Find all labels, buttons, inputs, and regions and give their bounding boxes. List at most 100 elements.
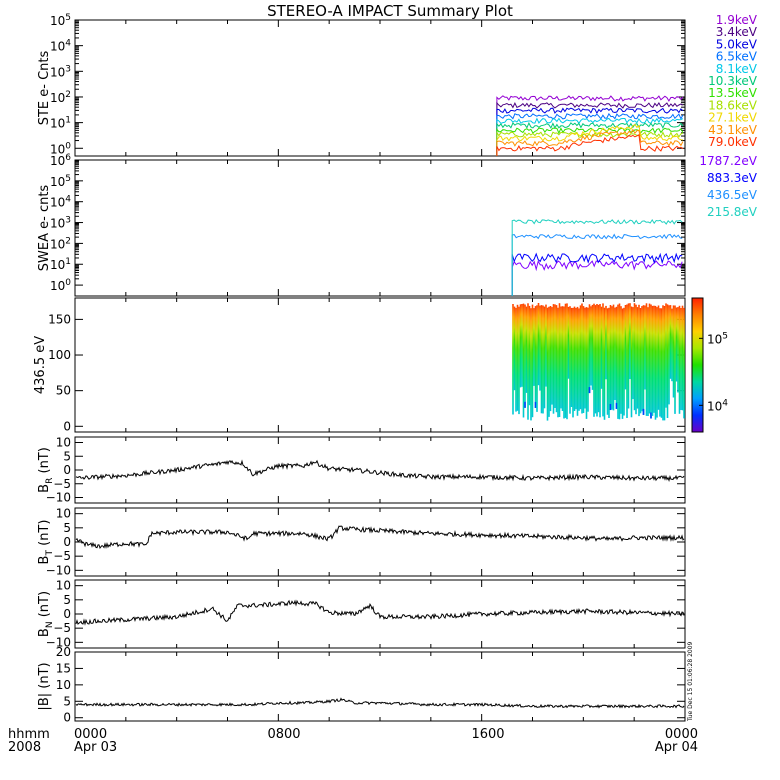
y-tick-label: 5 <box>63 694 71 708</box>
heatmap-column <box>627 303 630 409</box>
heatmap-column <box>573 306 576 411</box>
series-line <box>496 121 684 156</box>
heatmap-column <box>518 306 520 415</box>
legend-entry: 8.1keV <box>716 62 758 76</box>
heatmap-column <box>644 305 646 390</box>
heatmap-column <box>546 307 549 421</box>
heatmap-column <box>537 303 540 386</box>
heatmap-column <box>674 305 676 414</box>
y-tick-label: 105 <box>50 174 71 189</box>
heatmap-column <box>596 304 598 417</box>
legend-entry: 436.5eV <box>707 188 758 202</box>
legend-entry: 1.9keV <box>716 13 758 27</box>
y-tick-label: 100 <box>48 348 71 362</box>
heatmap-column <box>548 306 550 417</box>
heatmap-column <box>620 306 622 414</box>
heatmap-column <box>528 305 531 406</box>
heatmap-column <box>581 303 583 414</box>
y-tick-label: 10 <box>56 507 71 521</box>
series-line <box>511 218 683 296</box>
heatmap-column <box>668 305 670 405</box>
heatmap-column <box>680 308 682 410</box>
y-tick-label: 103 <box>50 64 71 79</box>
legend-entry: 1787.2eV <box>699 154 757 168</box>
heatmap-column <box>660 308 663 418</box>
y-tick-label: 5 <box>63 521 71 535</box>
heatmap-column <box>576 306 579 416</box>
panel-ste: STE e- Cnts <box>37 19 686 157</box>
y-tick-label: 0 <box>63 419 71 433</box>
series-line <box>75 599 685 626</box>
series-line <box>496 127 684 156</box>
panel-bmag: |B| (nT) 20 15 10 5 0 <box>37 645 686 725</box>
heatmap-cell <box>609 404 612 410</box>
heatmap-column <box>575 307 577 410</box>
heatmap-column <box>545 304 547 387</box>
series-line <box>496 101 684 156</box>
heatmap-column <box>542 305 544 414</box>
legend-entry: 13.5keV <box>708 86 758 100</box>
heatmap-column <box>593 303 595 417</box>
heatmap-column <box>617 304 619 419</box>
heatmap-column <box>549 306 552 412</box>
y-tick-label: 104 <box>50 39 71 54</box>
y-axis-label: SWEA e- cnts <box>37 185 52 272</box>
y-tick-label: −5 <box>53 477 71 491</box>
y-tick-label: 104 <box>50 195 71 210</box>
heatmap-column <box>572 307 574 418</box>
heatmap-column <box>665 303 667 408</box>
heatmap-column <box>603 307 606 420</box>
heatmap-column <box>521 304 523 387</box>
heatmap-column <box>648 303 651 414</box>
heatmap-column <box>584 307 586 409</box>
heatmap-column <box>656 307 658 418</box>
heatmap-column <box>630 306 633 418</box>
heatmap-column <box>639 308 642 414</box>
y-tick-label: 20 <box>56 645 71 659</box>
heatmap-cell <box>650 412 652 419</box>
heatmap-column <box>525 306 528 393</box>
series-line <box>75 697 685 709</box>
legend-entry: 215.8eV <box>707 205 758 219</box>
series-line <box>496 130 684 156</box>
panel-pad: 436.5 eV 0 50 100 150 104 105 <box>33 297 728 433</box>
heatmap-column <box>588 304 591 394</box>
heatmap-column <box>615 306 618 409</box>
heatmap-column <box>632 307 634 400</box>
legend-entry: 3.4keV <box>716 25 758 39</box>
heatmap-column <box>512 304 514 415</box>
heatmap-column <box>539 305 541 391</box>
heatmap-column <box>635 304 637 415</box>
heatmap-column <box>653 305 655 413</box>
heatmap-column <box>633 303 636 411</box>
heatmap-column <box>666 304 669 418</box>
y-tick-label: 10 <box>56 436 71 450</box>
heatmap-column <box>534 306 537 408</box>
heatmap-cell <box>588 387 591 394</box>
series-line <box>496 95 684 156</box>
heatmap-column <box>608 307 610 418</box>
y-tick-label: −10 <box>46 491 71 505</box>
heatmap-column <box>641 306 643 412</box>
heatmap-column <box>560 306 562 409</box>
y-tick-label: 105 <box>50 13 71 28</box>
heatmap-column <box>659 308 661 417</box>
heatmap-column <box>606 308 609 415</box>
heatmap-column <box>645 303 648 416</box>
y-tick-label: 50 <box>56 384 71 398</box>
y-tick-label: 101 <box>50 257 71 272</box>
heatmap-cell <box>642 408 645 415</box>
heatmap-column <box>621 308 624 419</box>
heatmap-column <box>609 305 612 411</box>
heatmap-column <box>683 307 685 419</box>
panel-frame <box>74 507 686 577</box>
series-line <box>496 128 684 156</box>
heatmap-column <box>515 307 517 412</box>
heatmap-column <box>567 306 570 379</box>
tick-date-0: Apr 03 <box>74 740 117 755</box>
heatmap-column <box>540 305 543 414</box>
y-tick-label: 101 <box>50 116 71 131</box>
